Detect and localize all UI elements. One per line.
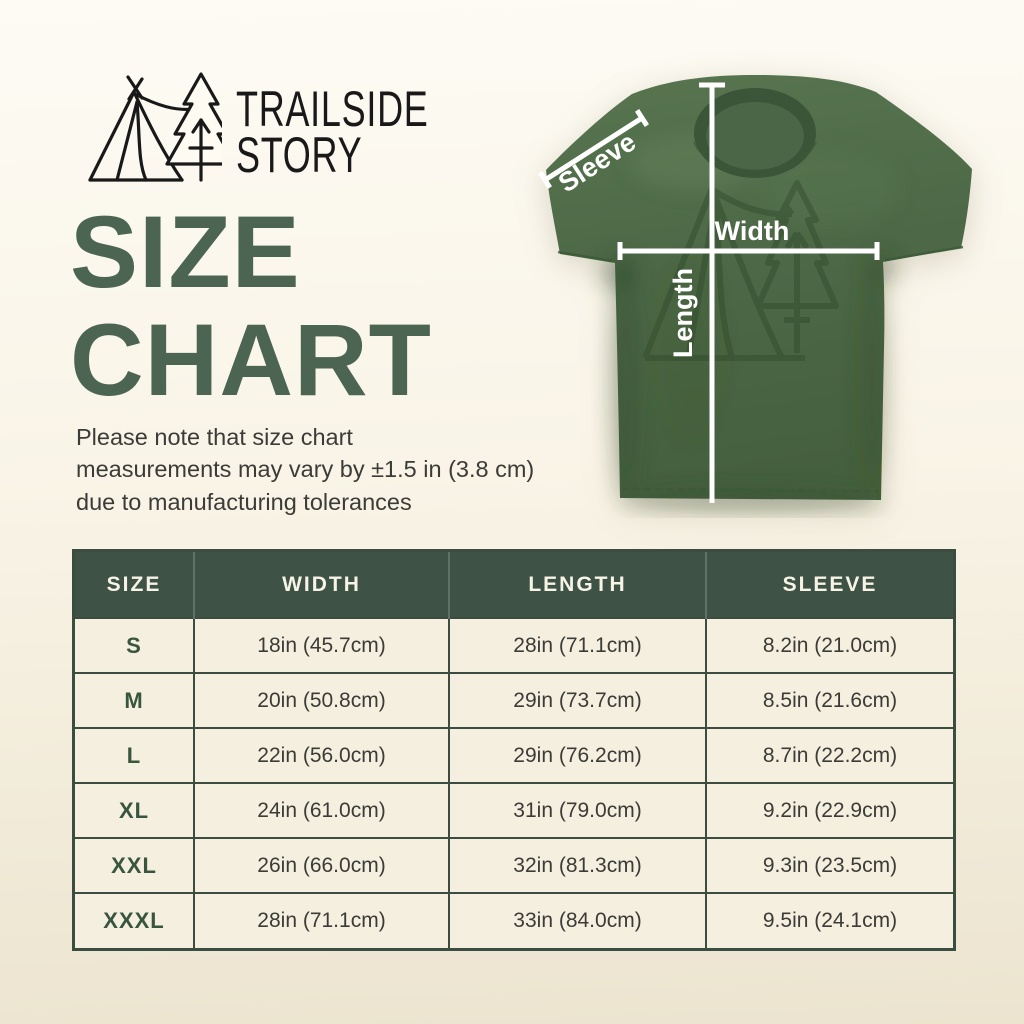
width-cell: 18in (45.7cm) (193, 617, 449, 673)
size-cell: XXL (75, 837, 194, 893)
col-header-sleeve: SLEEVE (705, 552, 953, 618)
table-row-xl: XL 24in (61.0cm) 31in (79.0cm) 9.2in (22… (75, 782, 953, 838)
width-cell: 22in (56.0cm) (193, 727, 449, 783)
page-title-line2: CHART (70, 303, 432, 418)
sleeve-cell: 8.2in (21.0cm) (705, 617, 953, 673)
page-title: SIZE CHART (70, 198, 432, 414)
length-cell: 31in (79.0cm) (448, 782, 706, 838)
length-cell: 33in (84.0cm) (448, 892, 706, 948)
brand-logo: TRAILSIDE STORY (82, 68, 503, 186)
length-cell: 32in (81.3cm) (448, 837, 706, 893)
sleeve-cell: 9.3in (23.5cm) (705, 837, 953, 893)
col-header-width: WIDTH (193, 552, 449, 618)
brand-name-line2: STORY (236, 127, 363, 183)
length-label: Length (668, 268, 698, 358)
sleeve-cell: 8.5in (21.6cm) (705, 672, 953, 728)
width-measurement-line (617, 242, 880, 260)
table-header-row: SIZE WIDTH LENGTH SLEEVE (75, 552, 953, 618)
tshirt-shape (546, 75, 972, 513)
table-row-s: S 18in (45.7cm) 28in (71.1cm) 8.2in (21.… (75, 617, 953, 673)
sleeve-cell: 9.2in (22.9cm) (705, 782, 953, 838)
size-cell: L (75, 727, 194, 783)
col-header-size: SIZE (75, 552, 194, 618)
width-label: Width (715, 216, 790, 246)
width-cell: 20in (50.8cm) (193, 672, 449, 728)
sleeve-cell: 8.7in (22.2cm) (705, 727, 953, 783)
width-cell: 28in (71.1cm) (193, 892, 449, 948)
table-row-m: M 20in (50.8cm) 29in (73.7cm) 8.5in (21.… (75, 672, 953, 728)
page-title-line1: SIZE (70, 195, 301, 309)
size-table: SIZE WIDTH LENGTH SLEEVE S 18in (45.7cm)… (72, 549, 956, 951)
sleeve-cell: 9.5in (24.1cm) (705, 892, 953, 948)
sleeve-measurement-line (537, 109, 650, 189)
note-line2: measurements may vary by ±1.5 in (3.8 cm… (76, 456, 535, 483)
width-cell: 24in (61.0cm) (193, 782, 449, 838)
brand-name-line1: TRAILSIDE (236, 81, 429, 137)
length-cell: 29in (73.7cm) (448, 672, 706, 728)
width-cell: 26in (66.0cm) (193, 837, 449, 893)
note-line3: due to manufacturing tolerances (76, 488, 412, 515)
note-line1: Please note that size chart (76, 424, 353, 450)
table-row-xxl: XXL 26in (66.0cm) 32in (81.3cm) 9.3in (2… (75, 837, 953, 893)
table-row-xxxl: XXXL 28in (71.1cm) 33in (84.0cm) 9.5in (… (75, 892, 953, 948)
length-cell: 28in (71.1cm) (448, 617, 706, 673)
brand-name: TRAILSIDE STORY (236, 81, 429, 183)
size-cell: S (75, 617, 194, 673)
size-table-grid: SIZE WIDTH LENGTH SLEEVE S 18in (45.7cm)… (75, 552, 953, 948)
col-header-length: LENGTH (448, 552, 706, 618)
size-cell: M (75, 672, 194, 728)
tent-tree-icon (88, 72, 222, 182)
size-cell: XL (75, 782, 194, 838)
size-cell: XXXL (75, 892, 194, 948)
tshirt-measurement-diagram: Width Length Sleeve (520, 48, 990, 518)
length-measurement-line (699, 82, 725, 503)
disclaimer-note: Please note that size chart measurements… (76, 421, 534, 518)
table-row-l: L 22in (56.0cm) 29in (76.2cm) 8.7in (22.… (75, 727, 953, 783)
measurement-lines (537, 82, 880, 503)
length-cell: 29in (76.2cm) (448, 727, 706, 783)
